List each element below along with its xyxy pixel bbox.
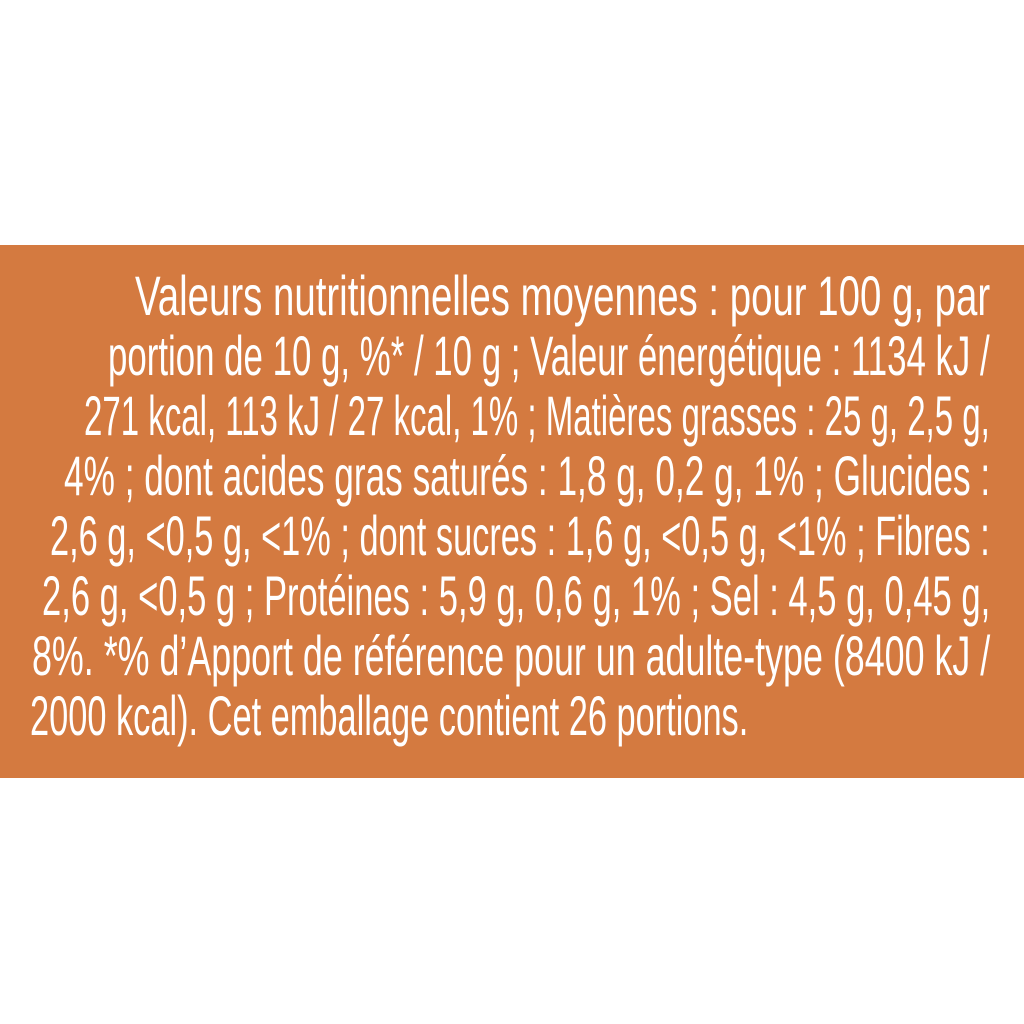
nutrition-line: portion de 10 g, %* / 10 g ; Valeur éner… xyxy=(108,324,990,387)
nutrition-panel xyxy=(0,245,1024,778)
nutrition-line: 2000 kcal). Cet emballage contient 26 po… xyxy=(30,684,749,747)
nutrition-line: 2,6 g, <0,5 g, <1% ; dont sucres : 1,6 g… xyxy=(50,504,990,567)
nutrition-line: 2,6 g, <0,5 g ; Protéines : 5,9 g, 0,6 g… xyxy=(42,564,991,627)
nutrition-line: Valeurs nutritionnelles moyennes : pour … xyxy=(135,264,991,327)
nutrition-line: 4% ; dont acides gras saturés : 1,8 g, 0… xyxy=(64,444,991,507)
nutrition-line: 271 kcal, 113 kJ / 27 kcal, 1% ; Matière… xyxy=(84,384,990,447)
nutrition-line: 8%. *% d’Apport de référence pour un adu… xyxy=(32,624,991,687)
